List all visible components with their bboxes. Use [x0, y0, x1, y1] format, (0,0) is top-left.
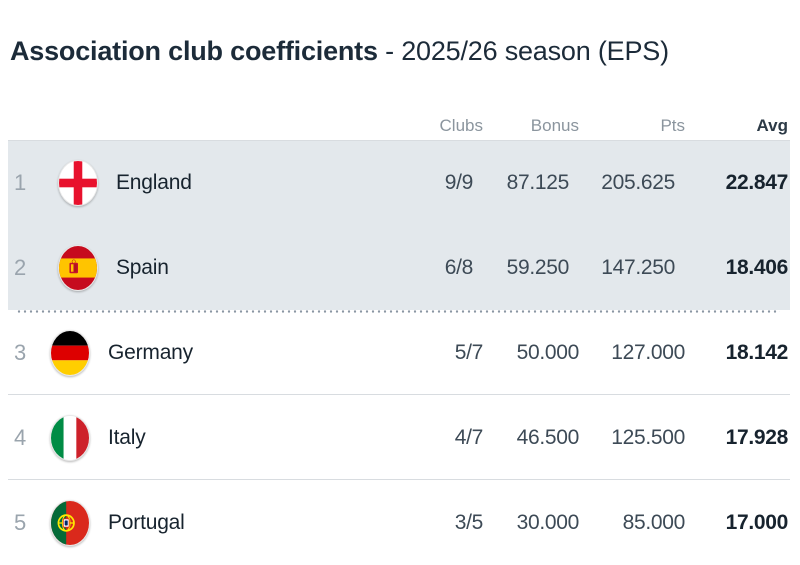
- row-pts: 85.000: [622, 510, 686, 534]
- row-bonus: 50.000: [516, 340, 580, 364]
- table-row[interactable]: 2 Spain 6/8 59.2: [8, 225, 790, 313]
- header-avg[interactable]: Avg: [756, 116, 789, 135]
- portugal-flag-icon: [50, 499, 90, 546]
- row-country: Italy: [108, 425, 146, 449]
- table-header-row: Clubs Bonus Pts Avg: [0, 108, 800, 140]
- row-rank: 2: [14, 254, 27, 280]
- row-bonus: 46.500: [516, 425, 580, 449]
- row-rank: 3: [14, 339, 27, 365]
- table-row[interactable]: 1 England 9/9 87.125 205.625 22.847: [8, 140, 790, 225]
- page-title-main: Association club coefficients: [10, 36, 378, 66]
- table-row[interactable]: 3 Germany 5/7 50.000 127.000 18.142: [0, 310, 800, 395]
- row-clubs: 6/8: [444, 255, 474, 279]
- row-avg: 17.928: [725, 425, 789, 449]
- table-row[interactable]: 4 Italy 4/7 46.500 125.500 17.928: [0, 395, 800, 480]
- row-flag: [50, 329, 106, 376]
- row-pts: 127.000: [611, 340, 685, 364]
- row-pts: 205.625: [601, 171, 675, 194]
- row-country: Portugal: [108, 510, 185, 534]
- germany-flag-icon: [50, 329, 90, 376]
- row-country: Germany: [108, 340, 193, 364]
- row-clubs: 5/7: [454, 340, 484, 364]
- header-pts[interactable]: Pts: [660, 116, 685, 135]
- row-flag: [58, 244, 114, 291]
- page-title: Association club coefficients - 2025/26 …: [10, 35, 669, 67]
- row-avg: 18.406: [725, 255, 789, 279]
- row-avg: 17.000: [725, 510, 789, 534]
- row-clubs: 9/9: [444, 171, 474, 194]
- row-bonus: 87.125: [506, 171, 570, 194]
- row-pts: 147.250: [601, 255, 675, 279]
- row-flag: [58, 160, 114, 206]
- row-rank: 1: [14, 170, 27, 195]
- spain-flag-icon: [58, 244, 98, 291]
- row-clubs: 4/7: [454, 425, 484, 449]
- row-avg: 22.847: [725, 171, 789, 194]
- row-rank: 4: [14, 424, 27, 450]
- row-rank: 5: [14, 509, 27, 535]
- row-clubs: 3/5: [454, 510, 484, 534]
- row-bonus: 30.000: [516, 510, 580, 534]
- header-clubs[interactable]: Clubs: [439, 116, 483, 135]
- row-country: Spain: [116, 255, 169, 279]
- row-country: England: [116, 171, 192, 194]
- header-bonus[interactable]: Bonus: [530, 116, 579, 135]
- row-avg: 18.142: [725, 340, 789, 364]
- italy-flag-icon: [50, 414, 90, 461]
- row-flag: [50, 499, 106, 546]
- row-pts: 125.500: [611, 425, 685, 449]
- table-row[interactable]: 5 Portugal: [0, 480, 800, 565]
- page-title-sub: - 2025/26 season (EPS): [377, 36, 669, 66]
- row-flag: [50, 414, 106, 461]
- england-flag-icon: [58, 160, 98, 206]
- row-bonus: 59.250: [506, 255, 570, 279]
- association-coefficients-table: Clubs Bonus Pts Avg 1 England 9/9 87.125…: [0, 108, 800, 565]
